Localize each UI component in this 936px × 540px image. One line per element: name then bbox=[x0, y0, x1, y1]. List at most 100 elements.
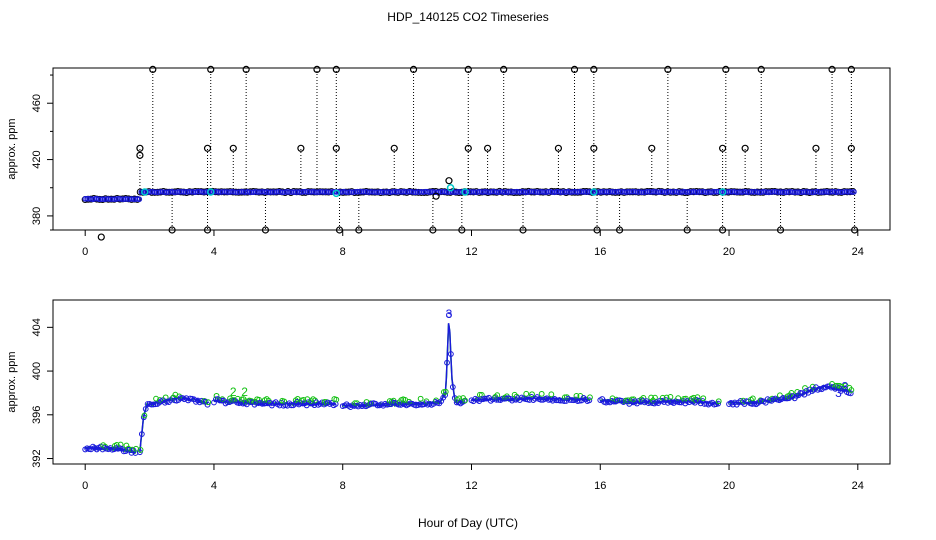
panel1-spike-point bbox=[355, 226, 363, 234]
panel2-ytick-label: 396 bbox=[31, 406, 43, 424]
panel2-point bbox=[820, 384, 827, 391]
panel2-point-green bbox=[113, 441, 120, 448]
panel2-point-green bbox=[563, 394, 570, 400]
panel1-smooth-point bbox=[136, 196, 143, 203]
panel1-spike-point bbox=[136, 151, 144, 159]
panel1-spike-point bbox=[741, 144, 749, 152]
figure-title: HDP_140125 CO2 Timeseries bbox=[387, 10, 548, 24]
panel1-fit-point bbox=[446, 183, 455, 192]
panel2-point bbox=[148, 401, 155, 408]
panel2-point bbox=[144, 401, 151, 407]
panel2-point-green bbox=[561, 394, 568, 401]
panel1-spike-point bbox=[432, 192, 440, 200]
panel1-spike-point bbox=[464, 144, 472, 152]
panel2-point bbox=[446, 312, 452, 318]
panel2-point-green bbox=[153, 395, 159, 402]
panel2-point-green bbox=[715, 398, 722, 405]
panel1-spike-point bbox=[458, 226, 466, 234]
panel2-point bbox=[395, 401, 402, 408]
panel2-point bbox=[569, 397, 575, 403]
panel2-point-green bbox=[573, 392, 580, 399]
panel2-point-green bbox=[442, 388, 449, 395]
panel2-point-green bbox=[333, 396, 340, 403]
panel1-xtick-label: 4 bbox=[211, 246, 217, 258]
panel2-point bbox=[444, 359, 450, 366]
panel2-ytick-label: 404 bbox=[31, 318, 43, 336]
panel2-marker-label: 3 bbox=[835, 386, 842, 400]
panel1-spike-point bbox=[429, 226, 437, 234]
panel2-point bbox=[204, 401, 211, 408]
panel2-point-green bbox=[417, 395, 424, 402]
panel1-spike-point bbox=[445, 177, 453, 185]
panel1-spike-point bbox=[390, 144, 398, 152]
panel2-point bbox=[538, 396, 544, 403]
panel2-point-green bbox=[205, 399, 212, 406]
panel1-spike-point bbox=[97, 233, 105, 241]
panel1-ytick-label: 420 bbox=[31, 150, 43, 168]
panel2-point bbox=[442, 392, 449, 398]
x-axis-label: Hour of Day (UTC) bbox=[418, 516, 518, 530]
panel2-point-green bbox=[625, 397, 631, 404]
panel1-spike-point bbox=[648, 144, 656, 152]
panel1-spike-point bbox=[229, 144, 237, 152]
panel2-point bbox=[478, 396, 485, 402]
panel1-ytick-label: 380 bbox=[31, 207, 43, 225]
panel2-point-green bbox=[667, 394, 674, 400]
panel1-spike-point bbox=[519, 226, 527, 234]
panel1-fit-point bbox=[718, 188, 727, 196]
panel2-point-green bbox=[281, 398, 288, 405]
panel1-xtick-label: 24 bbox=[852, 246, 864, 258]
panel1-spike-point bbox=[332, 144, 340, 152]
panel2-point bbox=[150, 401, 157, 408]
panel2-point-green bbox=[700, 395, 707, 402]
panel2-point-green bbox=[613, 396, 620, 403]
panel1-fit-point bbox=[332, 189, 341, 198]
panel2-point-green bbox=[219, 396, 226, 403]
panel2-ytick-label: 392 bbox=[31, 449, 43, 467]
panel1-spike-point bbox=[850, 226, 859, 234]
panel2-marker-label: 3 bbox=[842, 379, 849, 393]
panel1-xtick-label: 8 bbox=[340, 246, 346, 258]
panel2-point-green bbox=[156, 397, 163, 403]
panel2-point-green bbox=[456, 395, 463, 402]
panel2-point-green bbox=[248, 398, 255, 404]
panel2-frame bbox=[52, 299, 891, 465]
panel1-spike-point bbox=[207, 65, 215, 74]
panel2-point-green bbox=[794, 389, 801, 395]
panel1-fit-point bbox=[140, 188, 149, 196]
panel2-marker-label: 3 bbox=[446, 307, 453, 321]
panel1-spike-point bbox=[261, 226, 270, 234]
panel2-point-green bbox=[462, 397, 468, 404]
panel2-marker-label: 2 bbox=[241, 385, 248, 399]
panel2-point bbox=[374, 402, 381, 409]
panel2-point-green bbox=[788, 389, 795, 396]
panel1-spike-point bbox=[168, 226, 176, 234]
panel1-spike-point bbox=[297, 144, 305, 152]
panel2-point bbox=[847, 390, 854, 397]
panel1-fit-point bbox=[461, 188, 469, 196]
panel1-xtick-label: 16 bbox=[594, 246, 606, 258]
panel2-point bbox=[138, 431, 145, 438]
panel1-spike-point bbox=[615, 226, 624, 234]
panel2-point-green bbox=[802, 385, 808, 391]
panel2-point-green bbox=[141, 412, 148, 419]
co2-raw-panel: approx. ppm 0 4 8 12 16 20 24 380 420 460 bbox=[6, 65, 891, 258]
panel1-spike-point bbox=[590, 144, 598, 152]
panel2-point-green bbox=[125, 445, 132, 452]
panel1-smooth-point bbox=[851, 189, 857, 195]
panel2-xtick-label: 4 bbox=[211, 480, 217, 492]
panel1-spike-point bbox=[570, 65, 579, 74]
panel2-ylabel: approx. ppm bbox=[6, 351, 18, 412]
panel1-spike-point bbox=[683, 226, 691, 234]
panel2-point bbox=[449, 384, 456, 390]
panel1-spike-point bbox=[313, 65, 321, 74]
panel2-point-green bbox=[663, 394, 670, 401]
panel2-point bbox=[715, 400, 721, 407]
panel1-spike-point bbox=[332, 65, 340, 74]
panel2-point-green bbox=[548, 391, 555, 398]
panel2-point-green bbox=[587, 394, 593, 401]
panel2-point bbox=[447, 351, 454, 357]
panel2-point bbox=[482, 395, 488, 402]
